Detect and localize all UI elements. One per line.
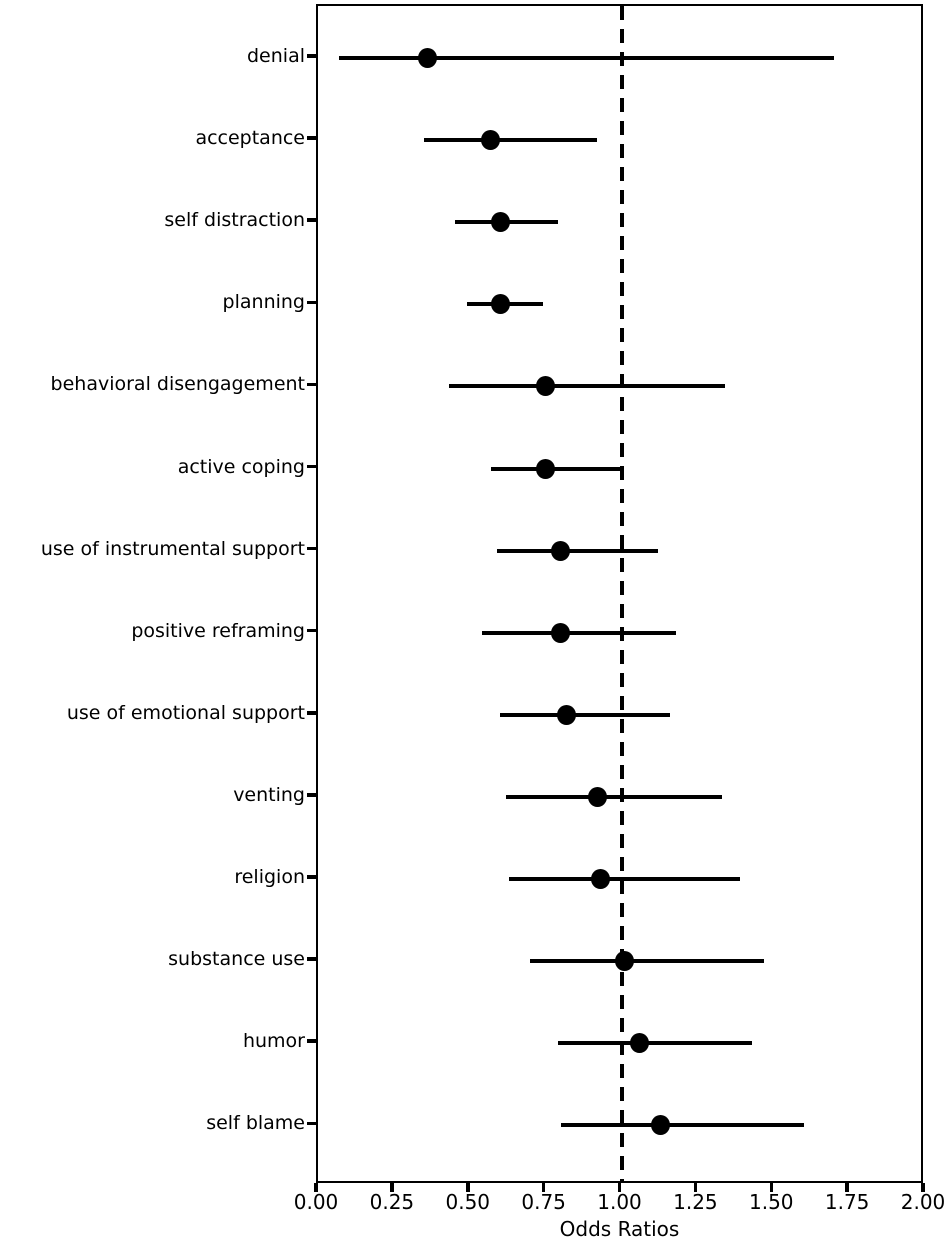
x-tick-label: 1.50 <box>748 1190 794 1214</box>
y-tick-mark <box>307 218 316 222</box>
odds-ratio-marker <box>630 1033 650 1054</box>
x-tick-label: 0.75 <box>521 1190 566 1214</box>
reference-line <box>619 6 624 1181</box>
y-tick-mark <box>307 1121 316 1126</box>
y-tick-mark <box>307 300 316 305</box>
y-tick-mark <box>307 546 316 551</box>
category-label: behavioral disengagement <box>50 373 305 396</box>
y-tick-mark <box>307 711 316 715</box>
y-tick-mark <box>307 464 316 469</box>
y-tick-mark <box>307 628 316 633</box>
category-label: self distraction <box>164 209 305 232</box>
category-label: use of emotional support <box>66 701 305 724</box>
ci-line <box>339 56 834 60</box>
category-label: use of instrumental support <box>40 537 305 560</box>
y-tick-mark <box>307 957 316 961</box>
y-tick-mark <box>307 382 316 387</box>
x-tick-mark <box>466 1183 470 1192</box>
y-tick-mark <box>307 136 316 140</box>
odds-ratio-marker <box>587 786 607 807</box>
x-tick-mark <box>769 1183 773 1192</box>
odds-ratio-marker <box>417 48 437 68</box>
x-tick-label: 0.50 <box>445 1190 491 1214</box>
ci-line <box>530 959 765 964</box>
x-tick-label: 0.25 <box>369 1190 415 1214</box>
ci-line <box>497 548 658 553</box>
x-tick-label: 2.00 <box>900 1190 945 1214</box>
x-tick-mark <box>693 1183 698 1192</box>
category-label: active coping <box>177 455 305 478</box>
ci-line <box>500 712 671 717</box>
x-tick-mark <box>314 1183 318 1192</box>
ci-line <box>506 794 722 799</box>
category-label: self blame <box>206 1112 305 1135</box>
x-tick-label: 1.75 <box>824 1190 870 1214</box>
odds-ratio-marker <box>490 212 510 233</box>
ci-line <box>560 1123 804 1128</box>
category-label: religion <box>234 866 305 888</box>
x-tick-mark <box>921 1183 925 1192</box>
ci-line <box>481 630 677 635</box>
odds-ratio-marker <box>551 540 571 561</box>
x-tick-mark <box>617 1183 622 1192</box>
y-tick-mark <box>307 793 316 797</box>
category-label: substance use <box>168 948 305 971</box>
odds-ratio-marker <box>551 622 571 643</box>
x-tick-label: 1.00 <box>597 1190 642 1214</box>
x-tick-mark <box>541 1183 546 1192</box>
odds-ratio-marker <box>651 1115 671 1136</box>
category-label: denial <box>247 45 305 67</box>
x-tick-label: 0.00 <box>293 1190 339 1214</box>
ci-line <box>490 466 622 471</box>
ci-line <box>509 877 740 881</box>
category-label: acceptance <box>195 127 305 150</box>
odds-ratio-marker <box>490 294 510 315</box>
ci-line <box>448 384 725 389</box>
odds-ratio-marker <box>536 458 556 479</box>
x-tick-label: 1.25 <box>673 1190 718 1214</box>
y-tick-mark <box>307 875 316 879</box>
odds-ratio-marker <box>536 376 556 397</box>
x-axis-title: Odds Ratios <box>559 1217 680 1241</box>
ci-line <box>557 1041 752 1046</box>
category-label: planning <box>222 291 305 314</box>
ci-line <box>424 138 598 143</box>
x-tick-mark <box>390 1183 394 1192</box>
odds-ratio-marker <box>590 869 610 889</box>
odds-ratio-marker <box>481 130 501 151</box>
category-label: humor <box>242 1030 305 1053</box>
category-label: positive reframing <box>131 619 305 642</box>
plot-area <box>316 4 923 1183</box>
x-tick-mark <box>845 1183 849 1192</box>
odds-ratio-marker <box>557 704 577 725</box>
y-tick-mark <box>307 1039 316 1043</box>
category-label: venting <box>233 783 305 806</box>
odds-ratio-marker <box>615 951 635 972</box>
y-tick-mark <box>307 54 316 58</box>
